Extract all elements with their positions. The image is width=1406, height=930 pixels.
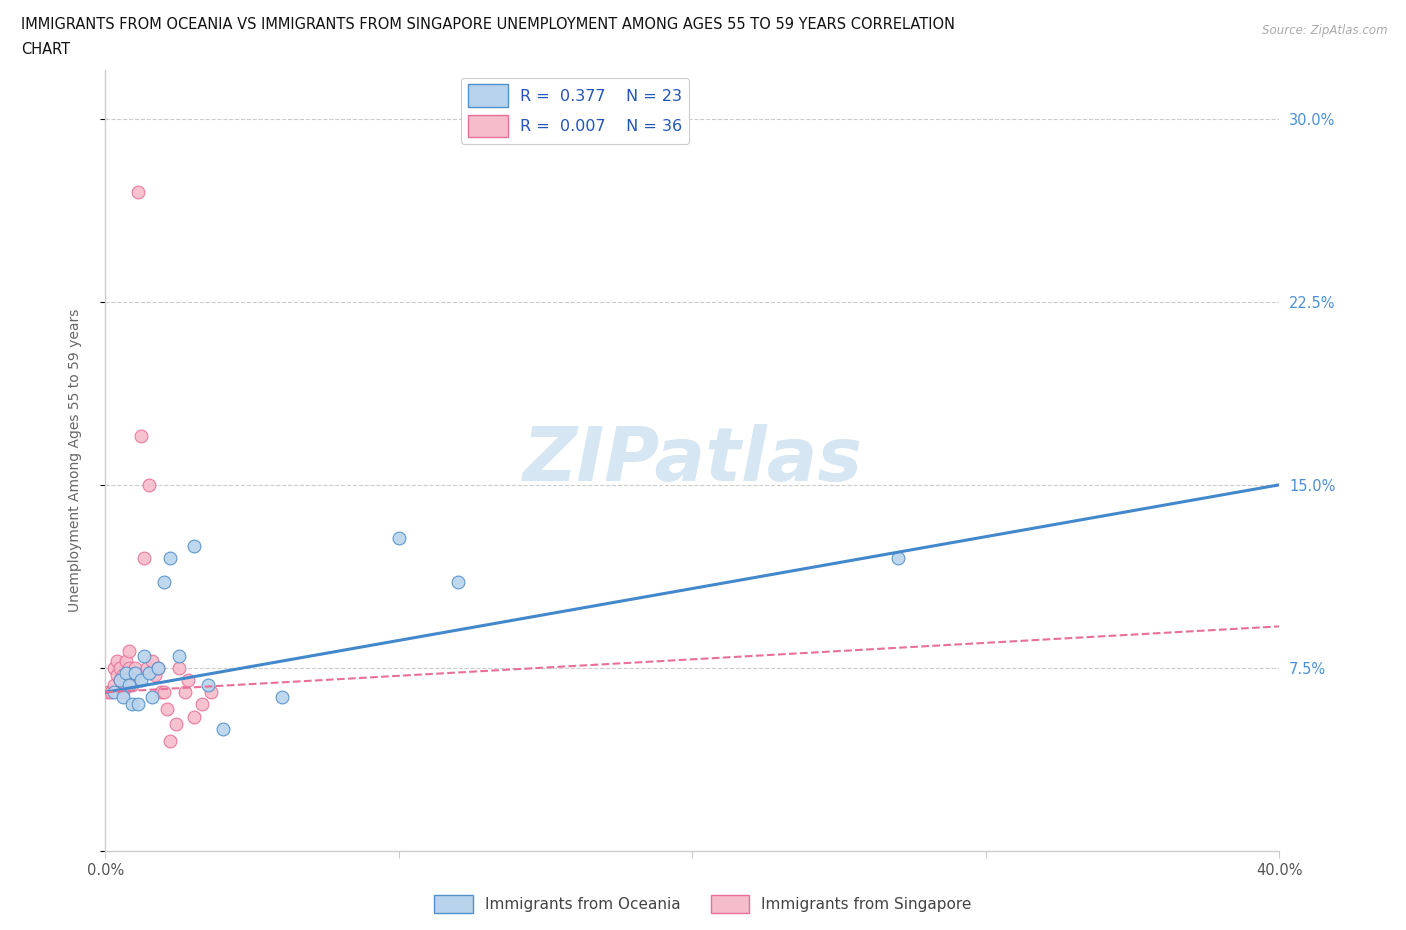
Legend: R =  0.377    N = 23, R =  0.007    N = 36: R = 0.377 N = 23, R = 0.007 N = 36 — [461, 78, 689, 144]
Point — [159, 734, 181, 749]
Point — [138, 665, 160, 680]
Point — [103, 660, 125, 675]
Point — [153, 575, 176, 590]
Point — [388, 531, 411, 546]
Text: CHART: CHART — [21, 42, 70, 57]
Text: IMMIGRANTS FROM OCEANIA VS IMMIGRANTS FROM SINGAPORE UNEMPLOYMENT AMONG AGES 55 : IMMIGRANTS FROM OCEANIA VS IMMIGRANTS FR… — [21, 17, 955, 32]
Point — [135, 660, 157, 675]
Point — [124, 668, 146, 683]
Point — [183, 538, 205, 553]
Point — [167, 648, 190, 663]
Point — [143, 668, 166, 683]
Point — [173, 684, 195, 699]
Point — [115, 653, 138, 668]
Point — [108, 660, 131, 675]
Point — [129, 429, 152, 444]
Point — [121, 677, 143, 692]
Point — [446, 575, 468, 590]
Point — [138, 477, 160, 492]
Point — [127, 698, 149, 712]
Point — [129, 672, 152, 687]
Point — [103, 684, 125, 699]
Point — [108, 672, 131, 687]
Point — [105, 653, 128, 668]
Point — [124, 665, 146, 680]
Point — [112, 684, 135, 699]
Point — [108, 672, 131, 687]
Point — [141, 653, 163, 668]
Point — [141, 690, 163, 705]
Point — [124, 660, 146, 675]
Point — [112, 690, 135, 705]
Point — [159, 551, 181, 565]
Point — [112, 668, 135, 683]
Point — [156, 702, 179, 717]
Point — [150, 684, 173, 699]
Point — [191, 698, 214, 712]
Point — [100, 684, 122, 699]
Legend: Immigrants from Oceania, Immigrants from Singapore: Immigrants from Oceania, Immigrants from… — [429, 889, 977, 920]
Point — [153, 684, 176, 699]
Point — [167, 660, 190, 675]
Point — [148, 660, 170, 675]
Point — [118, 644, 141, 658]
Point — [127, 184, 149, 199]
Point — [132, 648, 155, 663]
Point — [165, 717, 187, 732]
Point — [132, 551, 155, 565]
Point — [200, 684, 222, 699]
Point — [211, 722, 233, 737]
Point — [887, 551, 910, 565]
Point — [103, 677, 125, 692]
Text: ZIPatlas: ZIPatlas — [523, 424, 862, 497]
Point — [183, 710, 205, 724]
Point — [97, 684, 120, 699]
Point — [115, 665, 138, 680]
Point — [105, 668, 128, 683]
Point — [115, 672, 138, 687]
Point — [197, 677, 219, 692]
Point — [118, 660, 141, 675]
Point — [148, 660, 170, 675]
Y-axis label: Unemployment Among Ages 55 to 59 years: Unemployment Among Ages 55 to 59 years — [67, 309, 82, 612]
Point — [121, 698, 143, 712]
Point — [118, 677, 141, 692]
Point — [176, 672, 198, 687]
Text: Source: ZipAtlas.com: Source: ZipAtlas.com — [1263, 24, 1388, 37]
Point — [270, 690, 292, 705]
